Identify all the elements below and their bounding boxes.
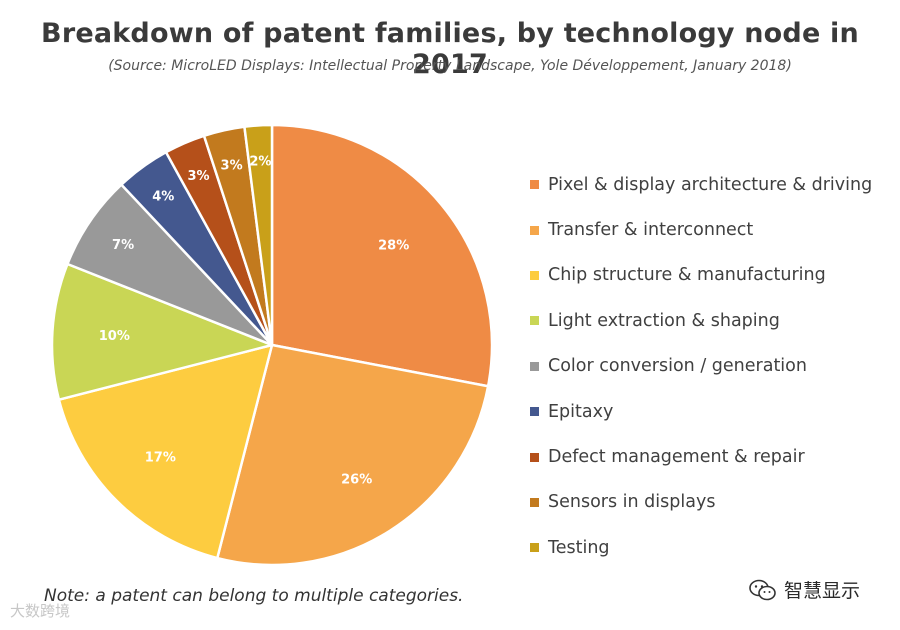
watermark-right-text: 智慧显示 xyxy=(784,580,861,602)
legend-item: Chip structure & manufacturing xyxy=(530,253,872,298)
legend-swatch xyxy=(530,407,539,417)
chart-title: Breakdown of patent families, by technol… xyxy=(41,18,859,80)
legend-item: Pixel & display architecture & driving xyxy=(530,162,872,207)
slice-label: 26% xyxy=(341,472,372,487)
watermark-left: 大数跨境 xyxy=(10,600,70,621)
legend-item: Color conversion / generation xyxy=(530,344,872,389)
slice-label: 28% xyxy=(378,238,409,253)
legend-label: Sensors in displays xyxy=(548,492,716,513)
legend-item: Sensors in displays xyxy=(530,480,872,525)
slice-label: 2% xyxy=(249,154,271,169)
legend-item: Testing xyxy=(530,525,872,570)
legend-label: Color conversion / generation xyxy=(548,356,807,377)
legend-label: Light extraction & shaping xyxy=(548,310,780,331)
slice-label: 3% xyxy=(221,159,243,174)
pie-slice xyxy=(243,123,274,347)
wechat-icon xyxy=(749,579,776,600)
legend-swatch xyxy=(530,497,539,507)
slice-label: 10% xyxy=(99,329,130,344)
legend-swatch xyxy=(530,316,539,326)
watermark-left-text: 大数跨境 xyxy=(10,602,71,620)
legend-label: Testing xyxy=(548,537,610,558)
slice-label: 7% xyxy=(112,238,134,253)
legend-label: Transfer & interconnect xyxy=(548,220,754,241)
pie-slice xyxy=(216,343,490,567)
legend-item: Light extraction & shaping xyxy=(530,298,872,343)
legend-swatch xyxy=(530,270,539,280)
legend-swatch xyxy=(530,180,539,190)
pie-slice xyxy=(270,123,494,388)
legend-item: Transfer & interconnect xyxy=(530,207,872,252)
pie-slice xyxy=(57,343,274,560)
legend-label: Chip structure & manufacturing xyxy=(548,265,826,286)
slice-label: 17% xyxy=(145,451,176,466)
legend-label: Pixel & display architecture & driving xyxy=(548,174,873,195)
legend-swatch xyxy=(530,452,539,462)
slice-label: 4% xyxy=(152,189,174,204)
legend-item: Defect management & repair xyxy=(530,434,872,479)
legend-swatch xyxy=(530,225,539,235)
legend-item: Epitaxy xyxy=(530,389,872,434)
legend-label: Defect management & repair xyxy=(548,447,805,468)
legend-swatch xyxy=(530,361,539,371)
watermark-right: 智慧显示 xyxy=(748,576,860,603)
legend-swatch xyxy=(530,543,539,553)
footnote: Note: a patent can belong to multiple ca… xyxy=(44,586,464,606)
slice-label: 3% xyxy=(187,169,209,184)
legend-label: Epitaxy xyxy=(548,401,614,422)
pie-slice xyxy=(50,262,274,401)
chart-subtitle: (Source: MicroLED Displays: Intellectual… xyxy=(108,58,792,74)
chart-legend: Pixel & display architecture & driving Tr… xyxy=(530,162,872,571)
